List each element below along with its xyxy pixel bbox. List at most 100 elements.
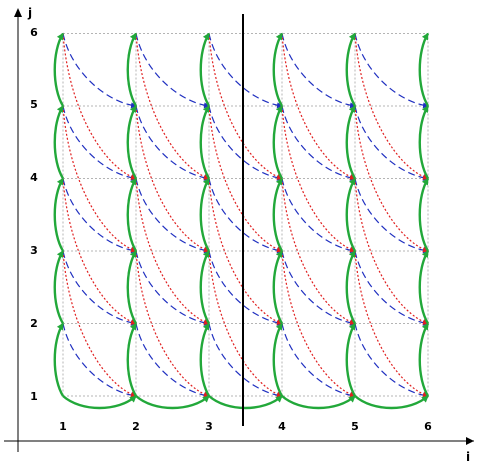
green-vertical-arc xyxy=(272,32,284,107)
blue-dashed-arrow xyxy=(354,105,429,181)
blue-dashed-arrow xyxy=(208,250,283,326)
axes: i j xyxy=(4,6,474,464)
blue-dashed-arrow xyxy=(62,323,137,399)
blue-dashed-arrow xyxy=(62,178,137,254)
blue-dashed-arrow xyxy=(281,33,356,109)
blue-dashed-arrow xyxy=(62,33,137,109)
y-axis-arrowhead xyxy=(14,8,22,17)
red-dotted-arrow xyxy=(281,105,356,253)
green-vertical-arc xyxy=(53,322,65,397)
green-vertical-arc xyxy=(53,250,65,325)
red-dotted-arrow xyxy=(62,250,137,398)
y-tick-label: 1 xyxy=(30,390,38,403)
x-tick-label: 2 xyxy=(132,420,140,433)
green-vertical-arc xyxy=(272,250,284,325)
green-vertical-arc xyxy=(418,105,430,180)
green-vertical-arc xyxy=(199,32,211,107)
blue-dashed-arrow xyxy=(208,105,283,181)
green-vertical-arc xyxy=(272,105,284,180)
green-vertical-arc xyxy=(126,105,138,180)
red-dotted-arrow xyxy=(135,250,210,398)
green-vertical-arc xyxy=(126,32,138,107)
blue-dashed-arrow xyxy=(62,105,137,181)
x-axis-arrowhead xyxy=(466,437,474,445)
x-axis-label: i xyxy=(466,450,470,464)
green-horizontal-arc xyxy=(135,395,210,410)
green-vertical-arc xyxy=(199,322,211,397)
red-dotted-arrow xyxy=(208,105,283,253)
blue-dashed-arrow xyxy=(135,250,210,326)
green-vertical-arc xyxy=(345,105,357,180)
red-dotted-arrow xyxy=(62,33,137,180)
green-horizontal-arc xyxy=(354,395,429,410)
green-horizontal-arc xyxy=(62,395,137,410)
green-vertical-arc xyxy=(126,177,138,252)
y-tick-label: 5 xyxy=(30,98,38,111)
red-dotted-arrow xyxy=(354,178,429,325)
red-dotted-arrow xyxy=(354,250,429,398)
blue-dashed-dependences xyxy=(62,33,429,399)
x-tick-label: 1 xyxy=(59,420,67,433)
green-vertical-arc xyxy=(272,177,284,252)
green-vertical-arc xyxy=(345,32,357,107)
red-dotted-arrow xyxy=(281,33,356,180)
blue-dashed-arrow xyxy=(354,323,429,399)
green-vertical-arc xyxy=(345,177,357,252)
green-vertical-arc xyxy=(345,322,357,397)
blue-dashed-arrow xyxy=(281,323,356,399)
green-dependence-arcs xyxy=(53,32,430,410)
y-tick-label: 6 xyxy=(30,26,38,39)
y-tick-label: 3 xyxy=(30,244,38,257)
red-dotted-arrow xyxy=(354,33,429,180)
grid-lines xyxy=(62,33,429,397)
blue-dashed-arrow xyxy=(135,105,210,181)
blue-dashed-arrow xyxy=(135,323,210,399)
x-tick-label: 4 xyxy=(278,420,286,433)
x-tick-label: 3 xyxy=(205,420,213,433)
green-vertical-arc xyxy=(199,105,211,180)
blue-dashed-arrow xyxy=(281,178,356,254)
blue-dashed-arrow xyxy=(354,33,429,109)
red-dotted-arrow xyxy=(135,178,210,325)
red-dotted-arrow xyxy=(208,33,283,180)
green-vertical-arc xyxy=(418,322,430,397)
blue-dashed-arrow xyxy=(281,250,356,326)
red-dotted-arrow xyxy=(62,105,137,253)
x-tick-label: 5 xyxy=(351,420,359,433)
green-vertical-arc xyxy=(126,322,138,397)
red-dotted-arrow xyxy=(281,178,356,325)
x-tick-label: 6 xyxy=(424,420,432,433)
green-horizontal-arc xyxy=(208,395,283,410)
blue-dashed-arrow xyxy=(208,33,283,109)
blue-dashed-arrow xyxy=(208,178,283,254)
blue-dashed-arrow xyxy=(208,323,283,399)
y-tick-label: 2 xyxy=(30,317,38,330)
red-dotted-arrow xyxy=(135,33,210,180)
green-horizontal-arc xyxy=(281,395,356,410)
tick-labels: 1 2 3 4 5 6 1 2 3 4 5 6 xyxy=(30,26,432,433)
green-vertical-arc xyxy=(418,177,430,252)
green-vertical-arc xyxy=(272,322,284,397)
red-dotted-arrow xyxy=(62,178,137,325)
green-vertical-arc xyxy=(53,105,65,180)
green-vertical-arc xyxy=(418,32,430,107)
green-vertical-arc xyxy=(418,250,430,325)
y-tick-label: 4 xyxy=(30,171,38,184)
green-vertical-arc xyxy=(126,250,138,325)
green-vertical-arc xyxy=(199,250,211,325)
green-vertical-arc xyxy=(53,177,65,252)
red-dotted-arrow xyxy=(135,105,210,253)
red-dotted-arrow xyxy=(281,250,356,398)
red-dotted-arrow xyxy=(354,105,429,253)
y-axis-label: j xyxy=(27,6,32,20)
red-dotted-dependences xyxy=(62,33,429,398)
blue-dashed-arrow xyxy=(354,250,429,326)
red-dotted-arrow xyxy=(208,250,283,398)
green-vertical-arc xyxy=(53,32,65,107)
red-dotted-arrow xyxy=(208,178,283,325)
green-vertical-arc xyxy=(199,177,211,252)
blue-dashed-arrow xyxy=(281,105,356,181)
blue-dashed-arrow xyxy=(135,33,210,109)
